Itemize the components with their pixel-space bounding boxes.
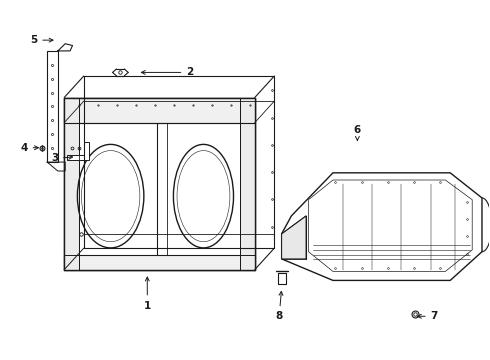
Text: 4: 4 — [20, 143, 38, 153]
Polygon shape — [64, 98, 255, 123]
Polygon shape — [64, 255, 255, 270]
Text: 5: 5 — [30, 35, 53, 45]
Polygon shape — [282, 173, 482, 280]
Text: 8: 8 — [275, 292, 283, 321]
Polygon shape — [47, 51, 58, 162]
Text: 1: 1 — [144, 277, 151, 311]
Polygon shape — [240, 98, 255, 270]
Polygon shape — [64, 98, 79, 270]
Text: 6: 6 — [354, 125, 361, 141]
Polygon shape — [282, 216, 306, 259]
Text: 3: 3 — [51, 153, 73, 163]
Polygon shape — [67, 142, 89, 160]
Text: 2: 2 — [142, 67, 194, 77]
Polygon shape — [64, 98, 255, 270]
Text: 7: 7 — [417, 311, 438, 321]
